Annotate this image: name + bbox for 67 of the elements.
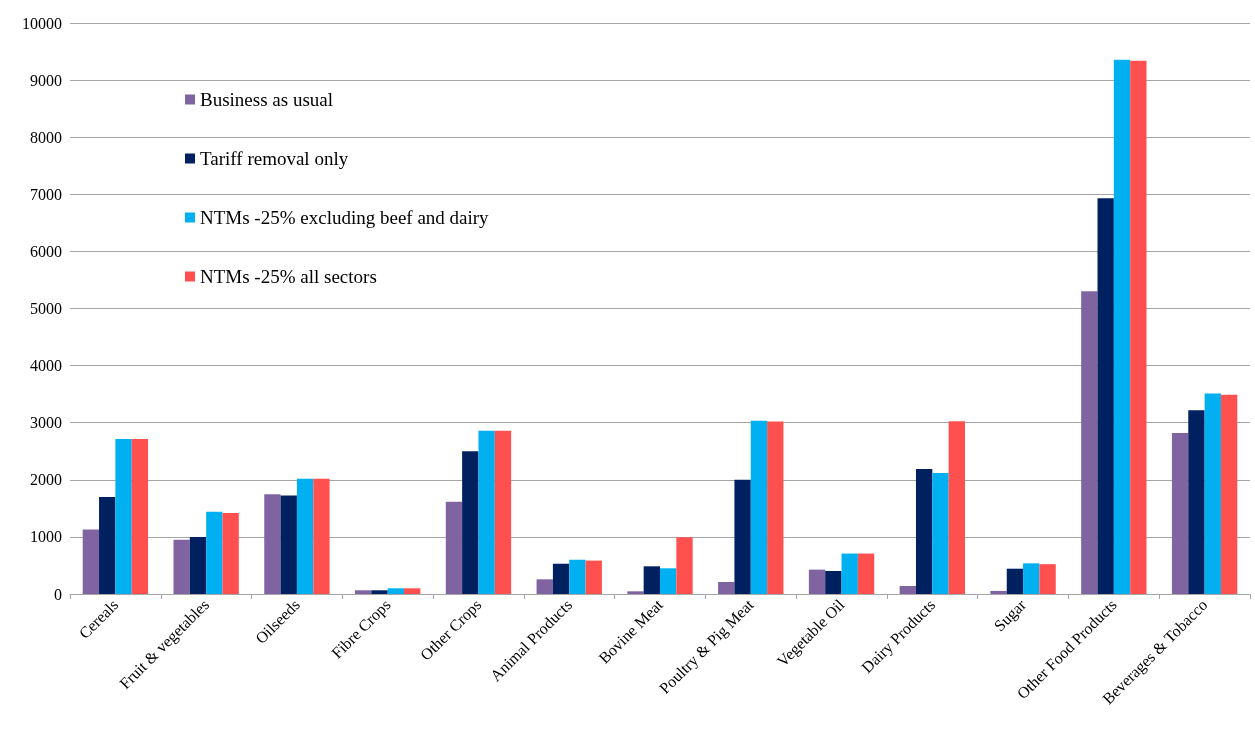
bar	[1204, 393, 1221, 594]
bar	[841, 553, 858, 594]
bar	[355, 590, 372, 594]
bar	[1188, 410, 1205, 594]
bar	[296, 478, 314, 594]
y-tick-label: 6000	[30, 242, 62, 260]
y-tick-label: 7000	[30, 185, 62, 203]
bar	[808, 569, 826, 594]
bar	[1023, 563, 1040, 594]
bar	[99, 496, 116, 594]
legend-label: Tariff removal only	[200, 148, 349, 169]
y-tick-label: 4000	[30, 357, 62, 375]
bar	[82, 529, 100, 594]
bar	[206, 511, 223, 594]
y-tick-label: 2000	[30, 471, 62, 489]
y-tick-label: 3000	[30, 414, 62, 432]
legend-label: Business as usual	[200, 89, 333, 110]
bar	[627, 591, 644, 594]
bar	[264, 494, 281, 594]
bar	[948, 421, 965, 594]
y-tick-label: 9000	[30, 71, 62, 89]
bar	[1130, 60, 1147, 594]
bar	[1081, 291, 1098, 594]
bar	[1097, 198, 1114, 594]
bar	[660, 568, 677, 594]
bar	[569, 559, 586, 594]
y-tick-label: 5000	[30, 300, 62, 317]
bar	[280, 495, 297, 594]
bar	[734, 479, 751, 594]
bar	[1006, 568, 1024, 594]
bar	[478, 430, 495, 594]
bar	[189, 536, 207, 594]
y-tick-label: 8000	[30, 128, 62, 146]
bar	[131, 438, 149, 594]
bar	[371, 590, 388, 594]
bar	[585, 560, 602, 594]
y-tick-label: 0	[54, 585, 62, 603]
bar	[173, 539, 190, 594]
legend-label: NTMs -25% all sectors	[200, 266, 377, 287]
bar	[462, 451, 479, 594]
bar	[313, 478, 330, 594]
bar	[750, 420, 768, 594]
bar	[1113, 59, 1131, 594]
bar	[115, 438, 132, 594]
bar	[1039, 564, 1056, 594]
bar	[767, 421, 784, 594]
bar	[536, 579, 553, 594]
legend-label: NTMs -25% excluding beef and dairy	[200, 207, 490, 228]
y-tick-label: 1000	[30, 528, 62, 546]
bar	[825, 570, 842, 594]
bar	[643, 566, 660, 594]
bar	[445, 501, 463, 594]
y-tick-label: 10000	[22, 14, 62, 32]
bar	[494, 430, 512, 594]
bar	[932, 472, 949, 594]
bar	[222, 512, 239, 594]
bar	[387, 588, 405, 594]
bar	[915, 468, 933, 594]
bar	[857, 553, 875, 594]
bar	[552, 563, 570, 594]
bar	[990, 590, 1007, 594]
bar	[899, 586, 916, 594]
bar	[404, 588, 421, 594]
bar	[1220, 394, 1238, 594]
bar	[1171, 432, 1189, 594]
bar	[676, 537, 693, 594]
bar	[718, 582, 735, 594]
